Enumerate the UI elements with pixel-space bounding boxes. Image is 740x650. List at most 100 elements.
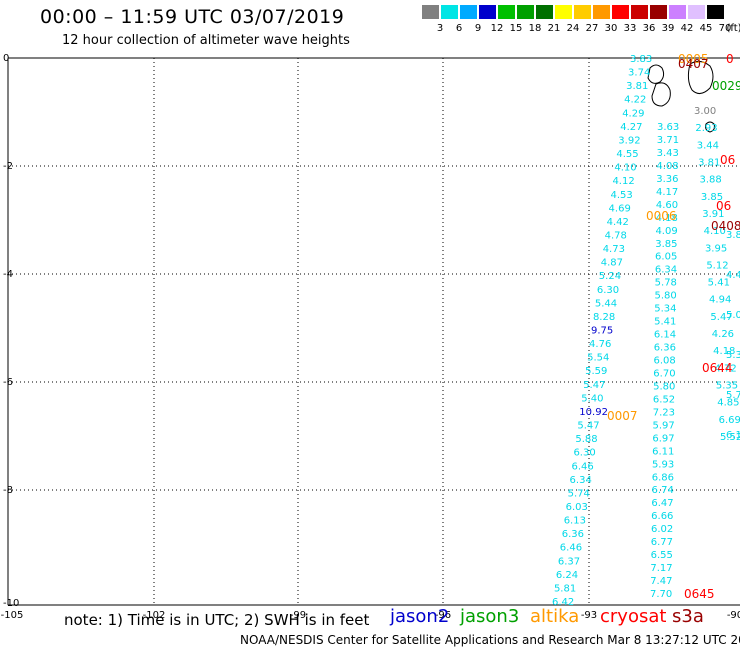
swh-value: 5.47	[583, 380, 605, 391]
legend-label: 39	[661, 23, 675, 34]
swh-value: 3.74	[628, 68, 650, 79]
swh-value: 6.46	[560, 543, 582, 554]
swh-value: 5.40	[581, 393, 603, 404]
swh-value: 5.41	[654, 317, 676, 328]
legend-label: 3	[436, 23, 444, 34]
swh-value: 4.26	[712, 329, 734, 340]
swh-value: 6.86	[652, 472, 674, 483]
x-axis-label: -93	[581, 610, 597, 621]
legend-label: 21	[547, 23, 561, 34]
swh-value: 5.80	[654, 291, 676, 302]
swh-value: 4.4	[726, 270, 740, 281]
swh-value: 3.8	[726, 230, 740, 241]
legend-label: 6	[455, 23, 463, 34]
swh-value: 5.88	[575, 434, 597, 445]
swh-value: 6.14	[654, 330, 676, 341]
legend-swatch	[441, 5, 458, 19]
legend-swatch	[612, 5, 629, 19]
swh-value: 7.47	[650, 576, 672, 587]
legend-label: 42	[680, 23, 694, 34]
x-axis-label: -102	[143, 610, 166, 621]
satellite-label-jason3: jason3	[460, 606, 520, 627]
legend-swatch	[536, 5, 553, 19]
swh-value: 6.70	[653, 368, 675, 379]
swh-value: 6.02	[651, 524, 673, 535]
swh-value: 4.08	[656, 161, 678, 172]
swh-value: 5.12	[706, 260, 728, 271]
swh-value: 5.44	[595, 298, 617, 309]
legend-label: 18	[528, 23, 542, 34]
swh-value: 6.08	[654, 356, 676, 367]
x-axis-label: -96	[435, 610, 451, 621]
legend-label: 36	[642, 23, 656, 34]
swh-value: 4.94	[709, 295, 731, 306]
swh-value: 5.35	[716, 381, 738, 392]
swh-value: 4.27	[620, 122, 642, 133]
swh-value: 4.87	[601, 258, 623, 269]
swh-value: 7.17	[650, 563, 672, 574]
pass-time-label: 0005	[678, 52, 709, 66]
swh-value: 10.92	[579, 407, 608, 418]
swh-value: 6.74	[652, 485, 674, 496]
swh-value: 4.55	[616, 149, 638, 160]
swh-value: 4.53	[611, 190, 633, 201]
swh-value: 6.66	[651, 511, 673, 522]
swh-value: 5.47	[710, 312, 732, 323]
pass-time-label: 0407	[678, 57, 709, 71]
legend-label: 30	[604, 23, 618, 34]
swh-value: 5.52	[720, 432, 740, 443]
swh-value: 3.95	[705, 243, 727, 254]
swh-value: 4.42	[607, 217, 629, 228]
swh-value: 6.11	[652, 446, 674, 457]
swh-value: 3.85	[701, 192, 723, 203]
swh-value: 5.3	[726, 350, 740, 361]
legend-swatch	[707, 5, 724, 19]
swh-value: 6.24	[556, 570, 578, 581]
swh-value: 3.36	[656, 174, 678, 185]
swh-value: 6.36	[562, 529, 584, 540]
island-outline	[687, 60, 714, 94]
island-outline	[651, 82, 671, 107]
y-axis-label: -10	[3, 598, 19, 609]
legend-label: 9	[474, 23, 482, 34]
satellite-label-jason2: jason2	[390, 606, 450, 627]
x-axis-label: -90	[727, 610, 740, 621]
swh-value: 6.46	[572, 461, 594, 472]
legend-swatch	[631, 5, 648, 19]
swh-value: 6.34	[655, 265, 677, 276]
pass-time-label: 0006	[646, 209, 677, 223]
swh-value: 6.42	[552, 597, 574, 608]
swh-value: 3.91	[702, 209, 724, 220]
footnote: note: 1) Time is in UTC; 2) SWH is in fe…	[64, 611, 370, 629]
legend-label: 15	[509, 23, 523, 34]
island-outline	[705, 121, 715, 133]
pass-time-label: 0408	[711, 219, 740, 233]
swh-value: 6.77	[651, 537, 673, 548]
satellite-label-cryosat: cryosat	[600, 606, 667, 627]
swh-value: 6.34	[570, 475, 592, 486]
swh-value: 3.92	[618, 135, 640, 146]
swh-value: 6.30	[597, 285, 619, 296]
page-title: 00:00 – 11:59 UTC 03/07/2019	[40, 6, 345, 28]
swh-value: 3.43	[657, 148, 679, 159]
legend-swatch	[460, 5, 477, 19]
swh-value: 6.37	[558, 556, 580, 567]
swh-value: 5.78	[655, 278, 677, 289]
swh-value: 3.00	[694, 106, 716, 117]
legend-swatch	[574, 5, 591, 19]
legend-label: 27	[585, 23, 599, 34]
swh-value: 9.75	[591, 326, 613, 337]
legend-swatch	[669, 5, 686, 19]
legend-swatch	[422, 5, 439, 19]
swh-value: 6.36	[654, 343, 676, 354]
legend-swatch	[593, 5, 610, 19]
pass-time-label: 06	[720, 153, 735, 167]
swh-value: 6.69	[719, 415, 740, 426]
swh-value: 4.09	[655, 226, 677, 237]
swh-value: 5.0	[726, 310, 740, 321]
swh-value: 5.7	[726, 390, 740, 401]
legend-label: 24	[566, 23, 580, 34]
swh-value: 6.13	[564, 516, 586, 527]
legend-label: 12	[490, 23, 504, 34]
